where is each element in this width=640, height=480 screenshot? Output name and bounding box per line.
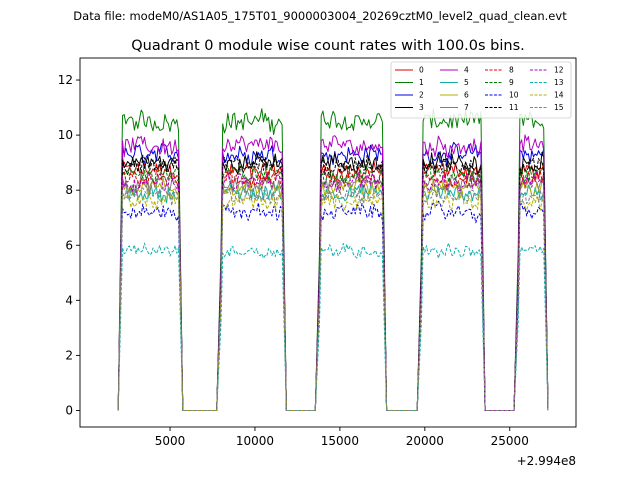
legend-label-0: 0 xyxy=(419,66,424,75)
axes-frame xyxy=(79,57,577,428)
legend-label-8: 8 xyxy=(509,66,514,75)
y-tick-label-0: 0 xyxy=(65,403,73,417)
legend-label-13: 13 xyxy=(554,78,564,87)
series-line-4 xyxy=(117,134,549,411)
series-line-3 xyxy=(117,151,549,411)
legend-label-5: 5 xyxy=(464,78,469,87)
legend-label-12: 12 xyxy=(554,66,564,75)
legend-label-11: 11 xyxy=(509,103,519,112)
x-tick-label-25000: 25000 xyxy=(491,434,529,448)
x-offset-label: +2.994e8 xyxy=(517,454,576,468)
plot-area: 5000 10000 15000 20000 250000246810120123456… xyxy=(58,57,577,448)
legend-label-14: 14 xyxy=(554,91,564,100)
legend-label-3: 3 xyxy=(419,103,424,112)
legend-label-6: 6 xyxy=(464,91,469,100)
legend-label-9: 9 xyxy=(509,78,514,87)
legend-label-15: 15 xyxy=(554,103,564,112)
y-tick-label-12: 12 xyxy=(58,73,73,87)
y-tick-label-4: 4 xyxy=(65,293,73,307)
x-tick-label-10000: 10000 xyxy=(236,434,274,448)
legend-label-10: 10 xyxy=(509,91,519,100)
series-line-15 xyxy=(117,185,549,411)
series-line-13 xyxy=(117,242,549,411)
series-line-2 xyxy=(117,141,549,411)
x-tick-label-5000: 5000 xyxy=(155,434,186,448)
x-tick-label-20000: 20000 xyxy=(406,434,444,448)
series-group xyxy=(117,108,549,411)
suptitle: Data file: modeM0/AS1A05_175T01_90000030… xyxy=(73,9,567,23)
y-tick-label-10: 10 xyxy=(58,128,73,142)
x-tick-label-15000: 15000 xyxy=(321,434,359,448)
legend-frame xyxy=(390,61,572,119)
legend-label-2: 2 xyxy=(419,91,424,100)
chart-title: Quadrant 0 module wise count rates with … xyxy=(131,38,525,54)
series-line-7 xyxy=(117,172,549,411)
series-line-10 xyxy=(117,200,549,411)
legend-label-7: 7 xyxy=(464,103,469,112)
y-tick-label-2: 2 xyxy=(65,348,73,362)
series-line-12 xyxy=(117,170,549,411)
y-tick-label-8: 8 xyxy=(65,183,73,197)
y-tick-label-6: 6 xyxy=(65,238,73,252)
legend-label-4: 4 xyxy=(464,66,469,75)
legend-label-1: 1 xyxy=(419,78,424,87)
